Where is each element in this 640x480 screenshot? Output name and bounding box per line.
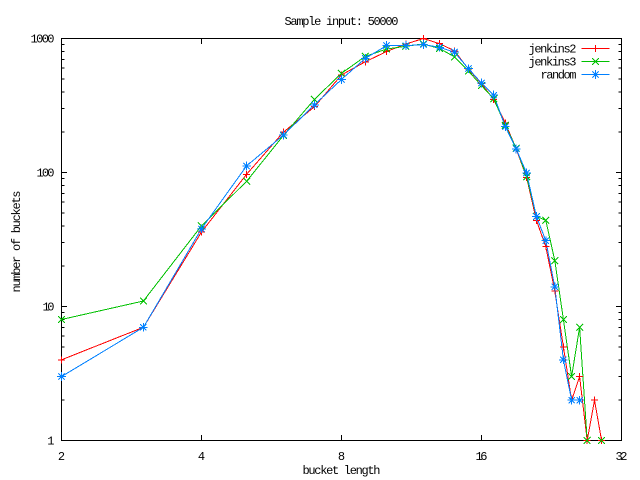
svg-text:32: 32 — [615, 450, 627, 464]
svg-text:jenkins2: jenkins2 — [528, 42, 576, 56]
svg-text:10: 10 — [42, 300, 54, 314]
svg-text:random: random — [540, 68, 576, 82]
svg-text:Sample input: 50000: Sample input: 50000 — [284, 15, 398, 29]
svg-text:100: 100 — [36, 166, 54, 180]
svg-text:2: 2 — [58, 450, 65, 464]
svg-text:jenkins3: jenkins3 — [528, 55, 576, 69]
svg-text:bucket length: bucket length — [302, 464, 380, 478]
svg-text:8: 8 — [338, 450, 345, 464]
svg-text:1000: 1000 — [30, 32, 54, 46]
svg-text:number of buckets: number of buckets — [10, 190, 24, 292]
svg-text:1: 1 — [47, 434, 54, 448]
svg-text:4: 4 — [198, 450, 205, 464]
svg-text:16: 16 — [475, 450, 487, 464]
